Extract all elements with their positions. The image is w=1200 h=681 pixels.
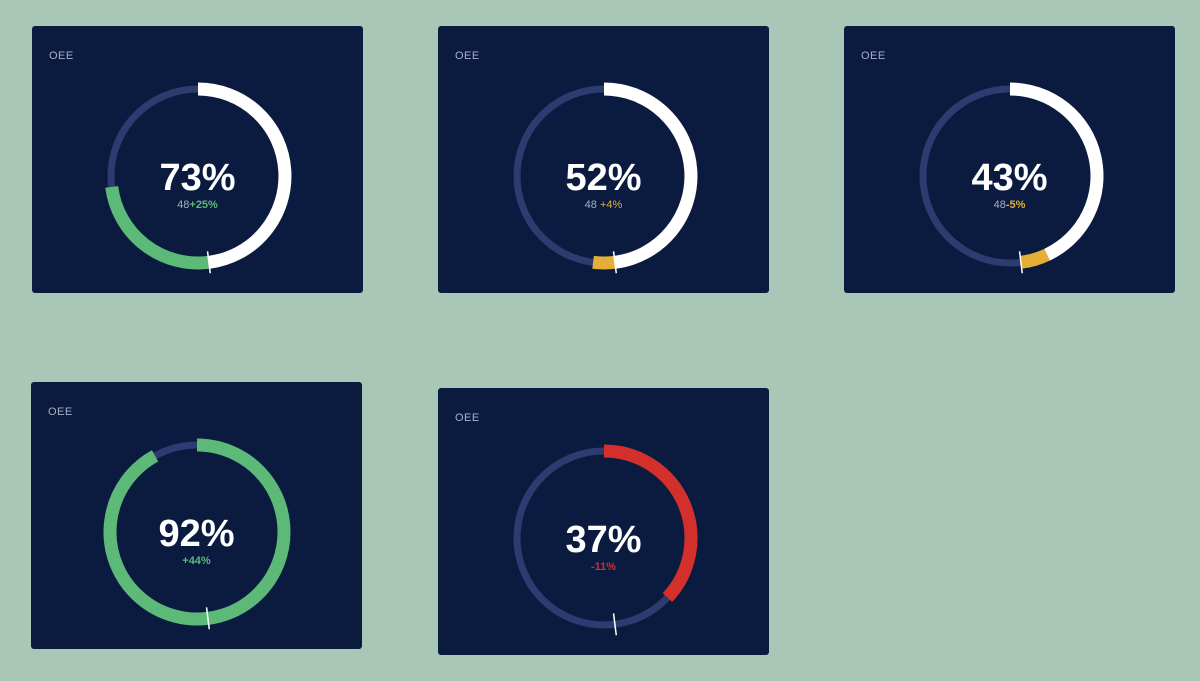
oee-value: 52% [565, 157, 642, 199]
baseline-arc [603, 82, 698, 269]
baseline-value: 48 [177, 199, 190, 211]
value-arc [103, 438, 291, 626]
card-label: OEE [49, 50, 74, 62]
oee-gauge [513, 444, 698, 636]
baseline-marker [612, 613, 618, 636]
value-arc [1009, 82, 1104, 261]
delta-value: +44% [182, 555, 211, 567]
card-label: OEE [861, 50, 886, 62]
card-label: OEE [48, 406, 73, 418]
baseline-marker [1018, 251, 1024, 274]
oee-gauge [919, 82, 1104, 274]
oee-comparison: +44% [31, 556, 362, 567]
oee-comparison: -11% [438, 562, 769, 573]
card-label: OEE [455, 412, 480, 424]
delta-arc [592, 255, 616, 270]
delta-value: +25% [189, 199, 218, 211]
oee-card-5[interactable]: OEE 37% -11% [438, 388, 769, 655]
card-label: OEE [455, 50, 480, 62]
oee-value: 92% [158, 513, 235, 555]
oee-gauge [103, 438, 291, 630]
oee-card-4[interactable]: OEE 92% +44% [31, 382, 362, 649]
baseline-marker [205, 607, 211, 630]
oee-card-3[interactable]: OEE 43% 48-5% [844, 26, 1175, 293]
value-arc [603, 444, 698, 603]
oee-value: 73% [159, 157, 236, 199]
baseline-value: 48 [993, 199, 1006, 211]
baseline-value: 48 [584, 199, 597, 211]
delta-value: +4% [599, 199, 623, 211]
delta-value: -5% [1005, 199, 1026, 211]
oee-value: 37% [565, 519, 642, 561]
delta-arc [105, 185, 210, 270]
delta-arc [1019, 248, 1050, 269]
oee-value: 43% [971, 157, 1048, 199]
baseline-marker [206, 251, 212, 274]
baseline-arc [197, 82, 292, 269]
oee-comparison: 48-5% [844, 200, 1175, 211]
oee-comparison: 48 +4% [438, 200, 769, 211]
baseline-marker [612, 251, 618, 274]
oee-card-1[interactable]: OEE 73% 48+25% [32, 26, 363, 293]
oee-gauge [105, 82, 292, 274]
delta-value: -11% [590, 561, 617, 573]
oee-comparison: 48+25% [32, 200, 363, 211]
oee-card-2[interactable]: OEE 52% 48 +4% [438, 26, 769, 293]
oee-gauge [513, 82, 698, 274]
